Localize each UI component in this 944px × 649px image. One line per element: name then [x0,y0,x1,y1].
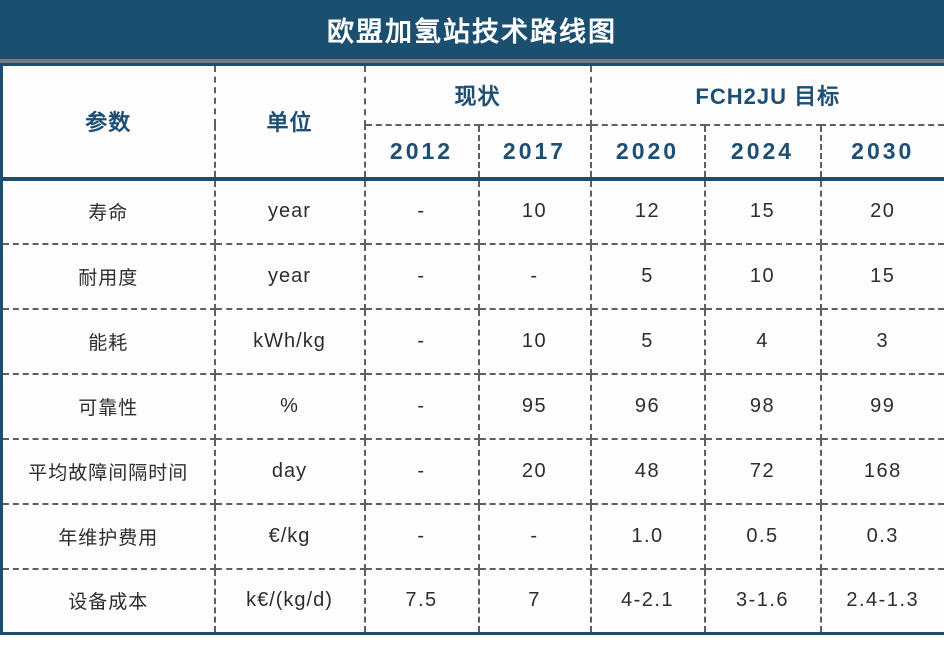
cell-value: 48 [589,437,706,505]
cell-value: - [477,242,592,310]
cell-value: 20 [819,177,944,245]
cell-value: 5 [589,307,706,375]
table-row-equipment-cost: 设备成本 k€/(kg/d) 7.5 7 4-2.1 3-1.6 2.4-1.3 [0,567,944,635]
cell-value: - [363,502,480,570]
cell-value: 2.4-1.3 [819,567,944,635]
cell-value: 0.3 [819,502,944,570]
row-param-label: 耐用度 [0,242,216,310]
cell-value: 4-2.1 [589,567,706,635]
header-group-row: 参数 单位 现状 FCH2JU 目标 [0,63,944,181]
cell-value: - [363,242,480,310]
cell-value: 3 [819,307,944,375]
row-param-label: 设备成本 [0,567,216,635]
col-header-unit: 单位 [213,63,366,181]
col-group-target: FCH2JU 目标 [589,63,944,126]
table-row-durability: 耐用度 year - - 5 10 15 [0,242,944,310]
row-unit: day [213,437,366,505]
row-param-label: 可靠性 [0,372,216,440]
cell-value: 15 [819,242,944,310]
cell-value: - [363,307,480,375]
row-param-label: 寿命 [0,177,216,245]
cell-value: - [363,372,480,440]
cell-value: 10 [703,242,822,310]
cell-value: 15 [703,177,822,245]
table-row-reliability: 可靠性 % - 95 96 98 99 [0,372,944,440]
cell-value: 10 [477,307,592,375]
row-unit: k€/(kg/d) [213,567,366,635]
row-param-label: 平均故障间隔时间 [0,437,216,505]
row-unit: €/kg [213,502,366,570]
cell-value: 20 [477,437,592,505]
cell-value: - [477,502,592,570]
cell-value: - [363,177,480,245]
cell-value: 96 [589,372,706,440]
cell-value: 10 [477,177,592,245]
col-header-year-2012: 2012 [363,123,480,181]
cell-value: 98 [703,372,822,440]
table-row-energy: 能耗 kWh/kg - 10 5 4 3 [0,307,944,375]
cell-value: 95 [477,372,592,440]
cell-value: 7.5 [363,567,480,635]
cell-value: 4 [703,307,822,375]
title-bar: 欧盟加氢站技术路线图 [0,0,944,63]
table-row-mtbf: 平均故障间隔时间 day - 20 48 72 168 [0,437,944,505]
col-header-year-2017: 2017 [477,123,592,181]
cell-value: 5 [589,242,706,310]
cell-value: 3-1.6 [703,567,822,635]
cell-value: 72 [703,437,822,505]
roadmap-table: 参数 单位 现状 FCH2JU 目标 2012 2017 2020 2024 2… [0,63,944,635]
col-header-year-2030: 2030 [819,123,944,181]
cell-value: 0.5 [703,502,822,570]
table-row-maintenance-cost: 年维护费用 €/kg - - 1.0 0.5 0.3 [0,502,944,570]
cell-value: 99 [819,372,944,440]
cell-value: 168 [819,437,944,505]
cell-value: 7 [477,567,592,635]
page-title: 欧盟加氢站技术路线图 [327,17,617,47]
cell-value: 1.0 [589,502,706,570]
cell-value: 12 [589,177,706,245]
row-unit: kWh/kg [213,307,366,375]
row-unit: year [213,177,366,245]
table-body: 寿命 year - 10 12 15 20 耐用度 year - - 5 10 … [0,177,944,635]
row-unit: % [213,372,366,440]
col-header-year-2024: 2024 [703,123,822,181]
cell-value: - [363,437,480,505]
col-header-param: 参数 [0,63,216,181]
row-unit: year [213,242,366,310]
header-year-row: 2012 2017 2020 2024 2030 [2,123,944,181]
row-param-label: 年维护费用 [0,502,216,570]
table-header: 参数 单位 现状 FCH2JU 目标 2012 2017 2020 2024 2… [0,63,944,181]
col-group-current: 现状 [363,63,592,126]
row-param-label: 能耗 [0,307,216,375]
table-row-lifetime: 寿命 year - 10 12 15 20 [0,177,944,245]
col-header-year-2020: 2020 [589,123,706,181]
